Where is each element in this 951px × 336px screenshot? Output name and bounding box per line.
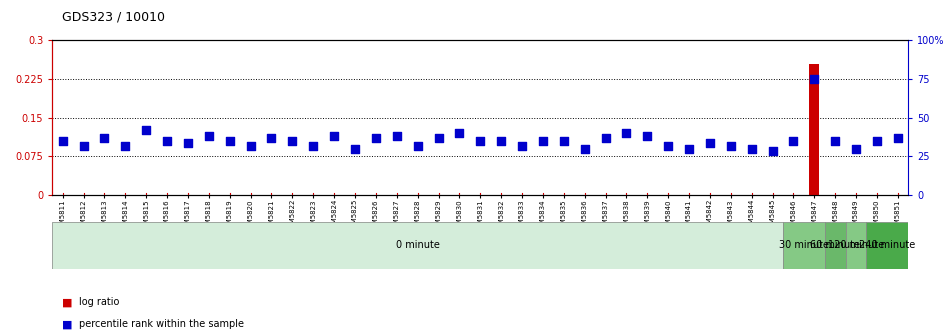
Point bbox=[556, 138, 572, 143]
Text: 60 minute: 60 minute bbox=[810, 240, 860, 250]
Text: ■: ■ bbox=[62, 319, 72, 329]
Point bbox=[347, 146, 362, 151]
Point bbox=[76, 143, 91, 149]
Point bbox=[139, 128, 154, 133]
Text: 30 minute: 30 minute bbox=[779, 240, 829, 250]
Point bbox=[326, 133, 341, 138]
Point bbox=[410, 143, 425, 149]
Point bbox=[806, 76, 822, 82]
Point bbox=[118, 143, 133, 149]
Point bbox=[535, 138, 551, 143]
Point bbox=[452, 130, 467, 136]
Point bbox=[494, 138, 509, 143]
Text: 120 minute: 120 minute bbox=[828, 240, 884, 250]
Point bbox=[786, 138, 801, 143]
Point bbox=[202, 133, 217, 138]
Point bbox=[869, 138, 884, 143]
Point bbox=[702, 141, 717, 146]
Point bbox=[263, 135, 279, 141]
Text: 0 minute: 0 minute bbox=[396, 240, 439, 250]
Point bbox=[243, 143, 259, 149]
Bar bbox=[866, 222, 908, 269]
Point bbox=[97, 135, 112, 141]
Point bbox=[723, 143, 738, 149]
Point bbox=[181, 141, 196, 146]
Point bbox=[661, 143, 676, 149]
Point bbox=[619, 130, 634, 136]
Bar bbox=[809, 64, 820, 195]
Point bbox=[305, 143, 320, 149]
Point bbox=[514, 143, 530, 149]
Text: ■: ■ bbox=[62, 297, 72, 307]
Bar bbox=[52, 222, 783, 269]
Point bbox=[160, 138, 175, 143]
Point bbox=[55, 138, 70, 143]
Bar bbox=[825, 222, 845, 269]
Point bbox=[598, 135, 613, 141]
Bar bbox=[783, 222, 825, 269]
Point bbox=[284, 138, 300, 143]
Point bbox=[744, 146, 759, 151]
Text: percentile rank within the sample: percentile rank within the sample bbox=[79, 319, 244, 329]
Point bbox=[577, 146, 592, 151]
Point bbox=[223, 138, 238, 143]
Point bbox=[765, 149, 780, 154]
Point bbox=[848, 146, 864, 151]
Point bbox=[682, 146, 697, 151]
Point bbox=[640, 133, 655, 138]
Point bbox=[473, 138, 488, 143]
Point bbox=[368, 135, 383, 141]
Text: log ratio: log ratio bbox=[79, 297, 119, 307]
Text: GDS323 / 10010: GDS323 / 10010 bbox=[62, 10, 165, 24]
Point bbox=[389, 133, 404, 138]
Point bbox=[827, 138, 843, 143]
Text: 240 minute: 240 minute bbox=[859, 240, 916, 250]
Bar bbox=[845, 222, 866, 269]
Point bbox=[890, 135, 905, 141]
Point bbox=[431, 135, 446, 141]
